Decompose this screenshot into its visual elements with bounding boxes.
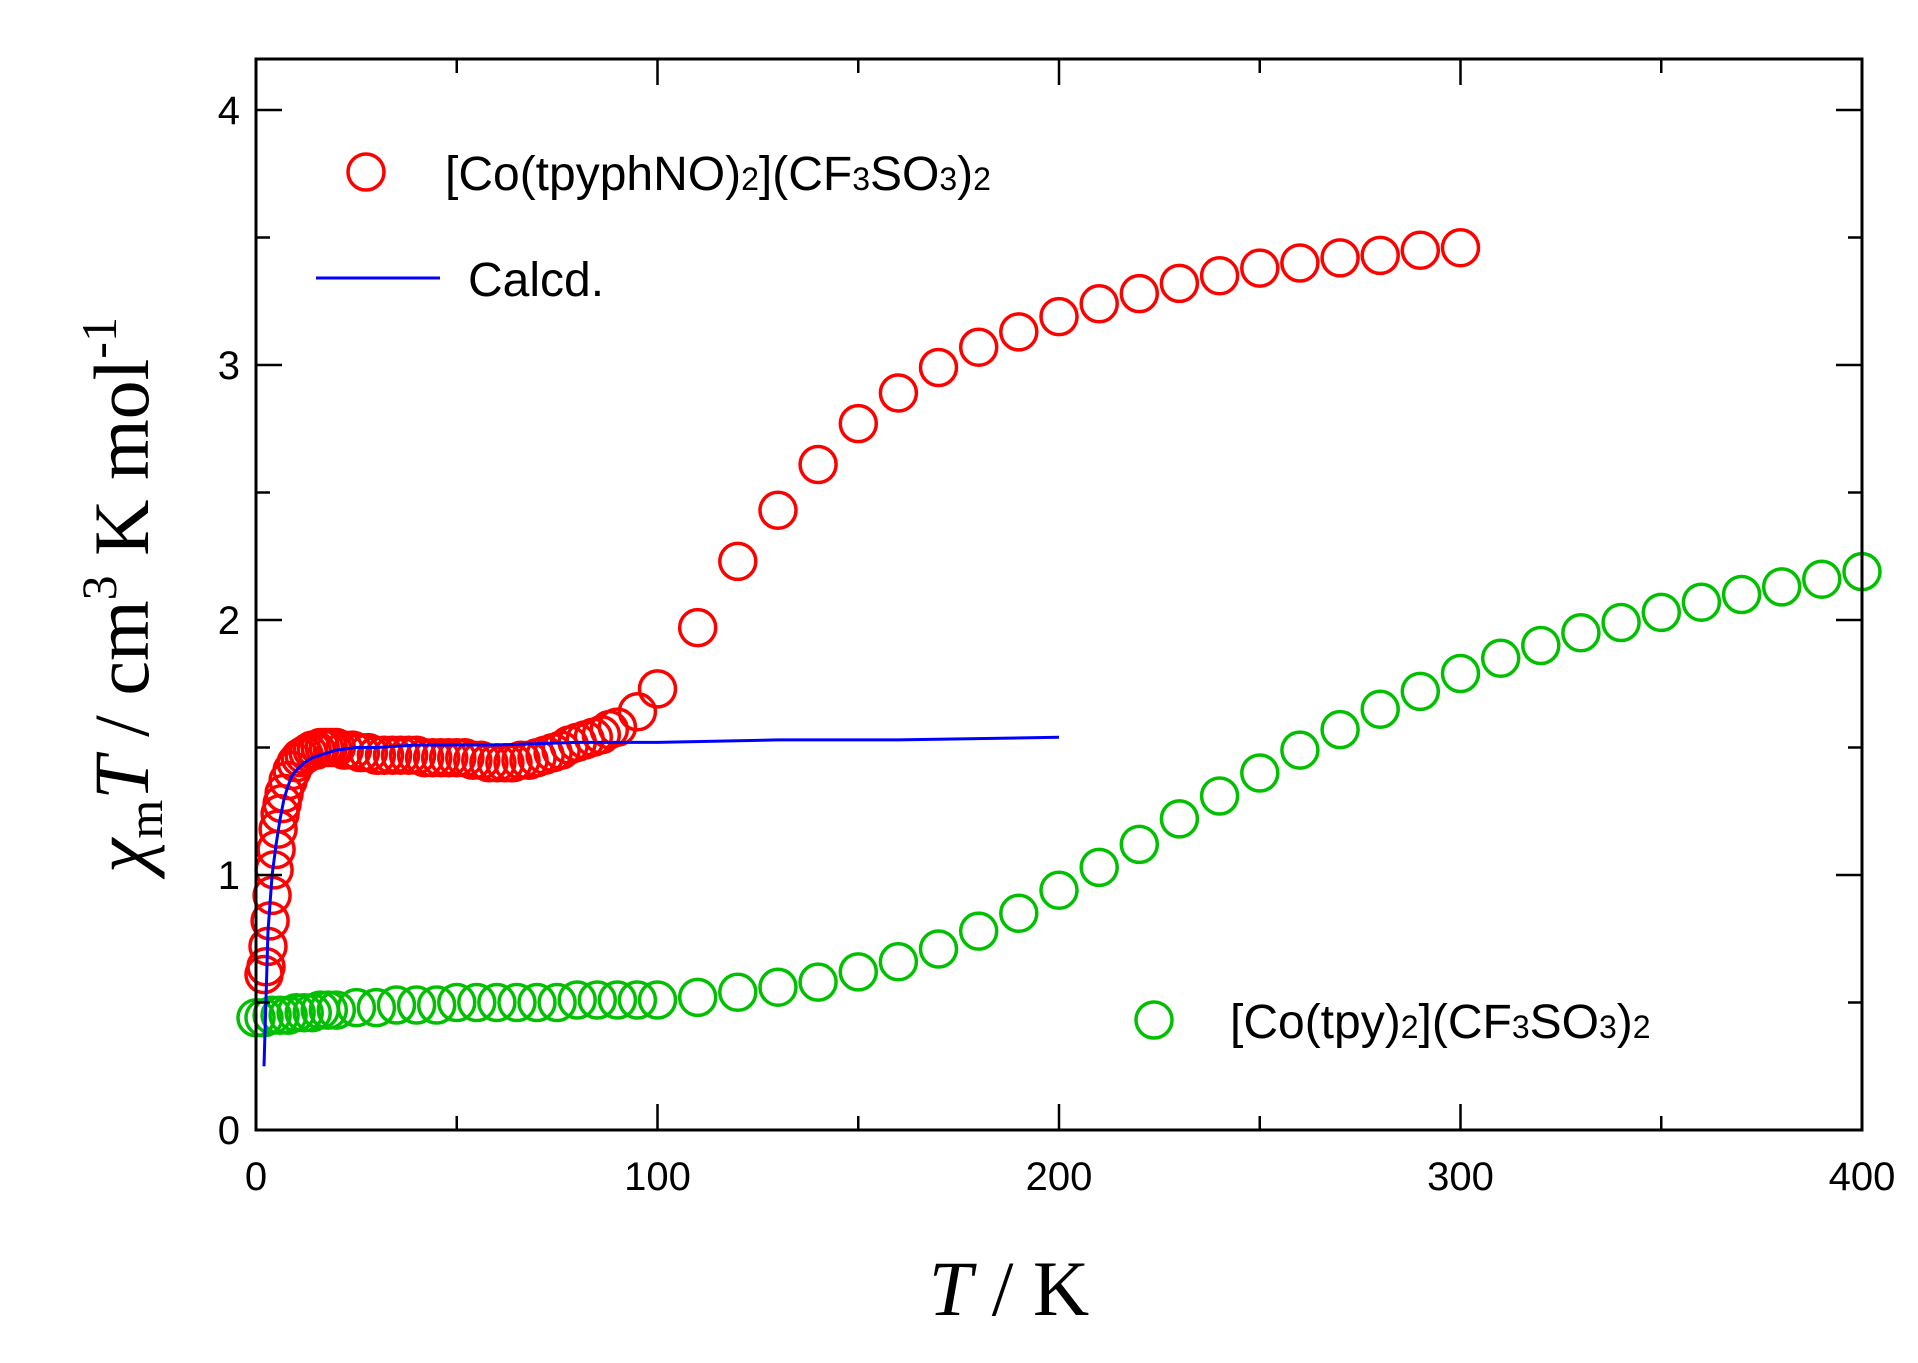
tpy-point [718, 972, 758, 1013]
tpyphno-point [758, 490, 798, 531]
tpyphno-point [1119, 273, 1160, 314]
tpy-point [457, 982, 497, 1023]
tpyphno-point [878, 373, 919, 413]
y-tick-label: 0 [218, 1109, 240, 1153]
axis-ticks: 0 100 200 300 400 0 1 2 3 4 [218, 59, 1896, 1199]
legend-bottom-right: [Co(tpy)2](CF3SO3)2 [1134, 996, 1651, 1049]
tpy-point [577, 980, 618, 1020]
calcd-line [262, 735, 1060, 1067]
tpy-point [1320, 709, 1360, 750]
tpy-point [1280, 730, 1320, 770]
tpy-point [1159, 799, 1200, 839]
tpyphno-point [637, 669, 678, 709]
tpy-point [758, 967, 798, 1007]
tpy-point [1561, 613, 1601, 653]
tpy-point [537, 982, 577, 1023]
tpy-point [1641, 592, 1682, 633]
tpyphno-point [1079, 284, 1119, 324]
legend-marker-tpy [1134, 1000, 1174, 1040]
tpy-point [1721, 574, 1762, 615]
tpy-point [416, 985, 457, 1025]
legend-label-calcd: Calcd. [468, 254, 604, 307]
tpyphno-point [677, 607, 718, 648]
tpy-point [557, 980, 597, 1020]
tpy-point [1240, 753, 1280, 793]
y-axis-title: χmT / cm3 K mol-1 [71, 317, 173, 880]
tpy-point [1521, 625, 1561, 666]
tpy-point [336, 987, 377, 1028]
tpy-point [316, 990, 357, 1030]
tpy-point [958, 911, 999, 951]
tpyphno-point [1440, 227, 1481, 268]
tpyphno-point [617, 692, 658, 732]
tpy-point [798, 962, 838, 1002]
tpy-point [1199, 776, 1240, 816]
x-tick-label: 400 [1829, 1155, 1896, 1199]
tpyphno-point [958, 327, 999, 367]
tpyphno-point [718, 541, 758, 582]
legend-label-tpy: [Co(tpy)2](CF3SO3)2 [1230, 996, 1651, 1049]
plot-area [236, 227, 1882, 1067]
x-tick-label: 200 [1026, 1155, 1093, 1199]
tpyphno-point [1240, 248, 1280, 288]
x-tick-label: 300 [1427, 1155, 1494, 1199]
y-tick-label: 3 [218, 344, 240, 388]
legend-label-tpyphno: [Co(tpyphNO)2](CF3SO3)2 [445, 148, 991, 201]
tpy-point [999, 893, 1039, 934]
tpyphno-point [1159, 263, 1200, 304]
tpy-point [1440, 653, 1481, 694]
tpy-point [437, 982, 477, 1023]
x-tick-label: 100 [624, 1155, 691, 1199]
tpyphno-point [1199, 256, 1240, 296]
x-axis-title: T / K [929, 1245, 1089, 1332]
y-tick-label: 1 [218, 854, 240, 898]
tpyphno-point [597, 707, 638, 747]
tpy-point [1761, 567, 1802, 607]
tpyphno-point [999, 312, 1039, 352]
tpyphno-point [1400, 230, 1441, 271]
tpy-point [1400, 671, 1441, 712]
legend-marker-tpyphno [346, 152, 386, 192]
tpy-point [1079, 847, 1119, 888]
tpy-point [1039, 870, 1079, 911]
tpy-point [878, 941, 919, 982]
y-tick-label: 4 [218, 89, 240, 133]
tpy-point [1360, 689, 1400, 730]
tpyphno-point [918, 347, 959, 388]
tpy-point [1681, 582, 1722, 622]
tpyphno-point [798, 444, 838, 485]
tpy-point [1119, 824, 1160, 865]
tpy-point [637, 980, 678, 1020]
tpyphno-point [1280, 243, 1320, 283]
tpy-point [677, 977, 718, 1018]
tpyphno-point [1320, 238, 1360, 278]
x-tick-label: 0 [245, 1155, 267, 1199]
tpy-point [517, 982, 557, 1023]
tpy-point [396, 985, 437, 1025]
tpy-point [1802, 559, 1842, 599]
tpyphno-point [838, 403, 879, 444]
tpy-point [477, 982, 517, 1023]
plot-frame [254, 57, 1864, 1132]
tpyphno-point [1039, 296, 1079, 337]
tpy-point [1601, 602, 1641, 643]
tpy-point [838, 952, 879, 992]
tpy-point [376, 985, 417, 1025]
tpy-point [356, 987, 397, 1028]
tpy-point [617, 980, 658, 1020]
y-tick-label: 2 [218, 599, 240, 643]
legend-top-left: [Co(tpyphNO)2](CF3SO3)2 Calcd. [316, 148, 991, 307]
tpy-point [497, 982, 537, 1023]
tpy-point [597, 980, 638, 1020]
tpy-point [918, 929, 959, 969]
tpy-point [1480, 638, 1521, 679]
tpyphno-point [1360, 235, 1400, 276]
